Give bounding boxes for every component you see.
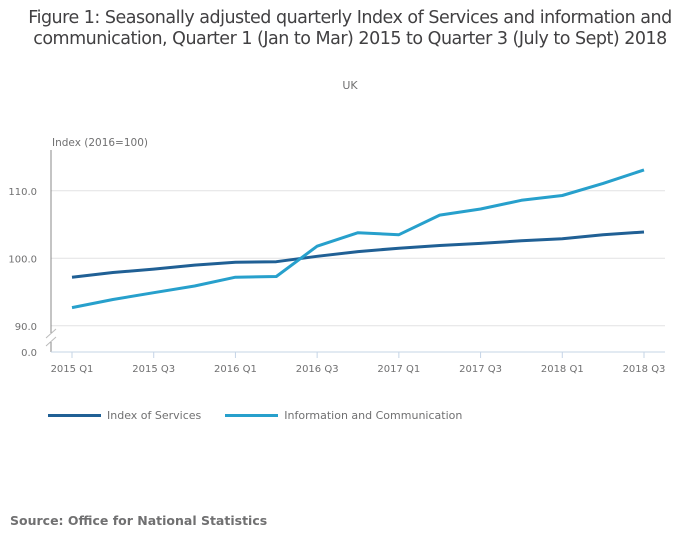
source-note: Source: Office for National Statistics xyxy=(10,513,268,528)
x-tick-label: 2018 Q3 xyxy=(623,364,666,375)
axis-break-mark xyxy=(45,328,57,339)
axis-break-mark xyxy=(45,336,57,347)
legend-swatch-information-and-communication xyxy=(225,414,279,417)
x-tick-label: 2016 Q1 xyxy=(214,364,257,375)
x-tick-label: 2018 Q1 xyxy=(541,364,584,375)
legend-item-information-and-communication[interactable]: Information and Communication xyxy=(225,409,462,422)
legend: Index of Services Information and Commun… xyxy=(48,409,486,422)
x-tick-label: 2017 Q1 xyxy=(377,364,420,375)
legend-label: Information and Communication xyxy=(284,409,463,422)
legend-label: Index of Services xyxy=(107,409,202,422)
x-tick-label: 2016 Q3 xyxy=(296,364,339,375)
legend-item-index-of-services[interactable]: Index of Services xyxy=(48,409,201,422)
x-tick-label: 2017 Q3 xyxy=(459,364,502,375)
y-tick-label: 0.0 xyxy=(21,348,37,359)
series-line-index-of-services xyxy=(71,230,645,279)
y-tick-label: 110.0 xyxy=(8,187,37,198)
legend-swatch-index-of-services xyxy=(48,414,101,417)
y-axis-title: Index (2016=100) xyxy=(52,137,148,149)
x-tick-label: 2015 Q3 xyxy=(132,364,175,375)
y-tick-label: 90.0 xyxy=(15,322,37,333)
series-line-information-and-communication xyxy=(71,168,645,310)
y-tick-label: 100.0 xyxy=(8,254,37,265)
chart-title: Figure 1: Seasonally adjusted quarterly … xyxy=(28,8,672,49)
x-tick-label: 2015 Q1 xyxy=(51,364,94,375)
chart-subtitle: UK xyxy=(342,79,358,92)
